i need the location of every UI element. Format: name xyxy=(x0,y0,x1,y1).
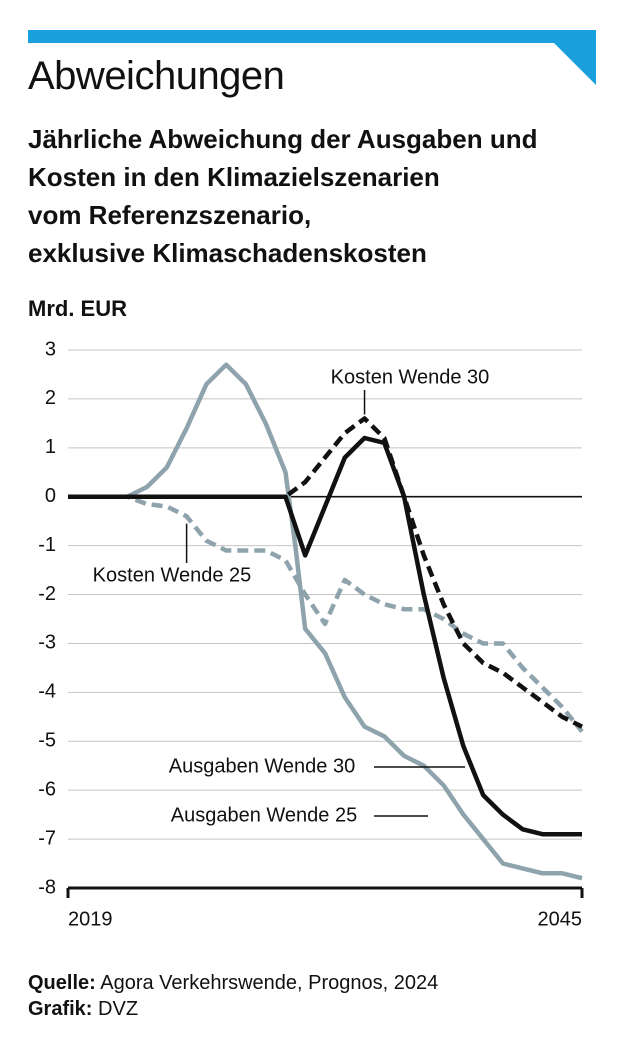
annotation-label: Kosten Wende 25 xyxy=(93,564,252,586)
annotation-label: Ausgaben Wende 30 xyxy=(169,755,355,777)
graphic-label: Grafik: xyxy=(28,998,93,1020)
y-tick-label: 0 xyxy=(45,485,56,507)
series-line-kosten-wende-25 xyxy=(68,494,584,733)
source-text: Agora Verkehrswende, Prognos, 2024 xyxy=(100,972,439,994)
annotation-label: Ausgaben Wende 25 xyxy=(171,804,357,826)
series-line-kosten-wende-30 xyxy=(68,416,583,729)
y-axis-unit-label: Mrd. EUR xyxy=(28,296,127,321)
y-tick-label: 3 xyxy=(45,338,56,360)
source-line: Quelle: Agora Verkehrswende, Prognos, 20… xyxy=(28,970,438,996)
y-tick-label: -2 xyxy=(38,583,56,605)
subtitle-line: Jährliche Abweichung der Ausgaben und xyxy=(28,124,538,154)
subtitle-line: exklusive Klimaschadenskosten xyxy=(28,238,427,268)
x-tick-label: 2019 xyxy=(68,908,113,930)
y-tick-label: -8 xyxy=(38,876,56,898)
graphic-line: Grafik: DVZ xyxy=(28,996,438,1022)
y-tick-label: -4 xyxy=(38,681,56,703)
chart-title: Abweichungen xyxy=(28,54,285,98)
y-tick-label: -6 xyxy=(38,778,56,800)
footer: Quelle: Agora Verkehrswende, Prognos, 20… xyxy=(28,970,438,1022)
subtitle-line: vom Referenzszenario, xyxy=(28,200,312,230)
annotation-label: Kosten Wende 30 xyxy=(331,366,490,388)
chart-subtitle: Jährliche Abweichung der Ausgaben und Ko… xyxy=(28,120,608,272)
y-tick-label: -5 xyxy=(38,730,56,752)
source-label: Quelle: xyxy=(28,972,96,994)
x-tick-label: 2045 xyxy=(538,908,583,930)
series-line-ausgaben-wende-30 xyxy=(68,435,582,837)
subtitle-line: Kosten in den Klimazielszenarien xyxy=(28,162,440,192)
graphic-text: DVZ xyxy=(98,998,139,1020)
y-tick-label: -1 xyxy=(38,534,56,556)
accent-bar xyxy=(28,30,596,43)
y-tick-label: -3 xyxy=(38,632,56,654)
y-tick-label: 1 xyxy=(45,436,56,458)
y-tick-label: 2 xyxy=(45,387,56,409)
series-line-ausgaben-wende-25 xyxy=(68,362,583,881)
y-tick-label: -7 xyxy=(38,827,56,849)
